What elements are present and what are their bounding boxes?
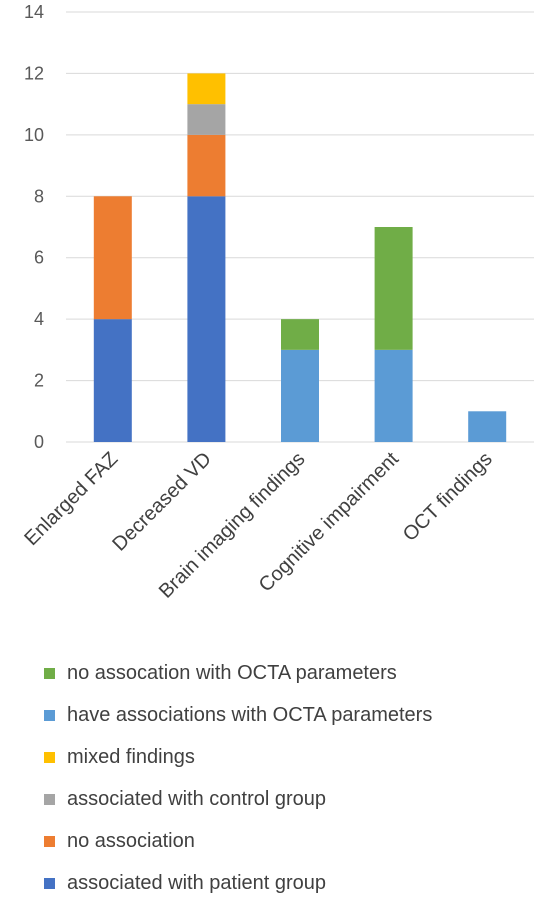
bar-segment — [187, 73, 226, 105]
y-tick-label: 4 — [34, 309, 44, 329]
bar-segment — [374, 349, 413, 442]
legend-swatch — [44, 751, 55, 763]
legend-swatch — [44, 877, 55, 889]
legend-label: no assocation with OCTA parameters — [67, 661, 397, 684]
legend-swatch — [44, 793, 55, 805]
y-axis-ticks: 0 2 4 6 8 10 12 14 — [24, 2, 44, 452]
legend-item: associated with control group — [44, 778, 524, 820]
legend-label: associated with patient group — [67, 871, 327, 894]
legend-swatch — [44, 667, 55, 679]
legend-item: have associations with OCTA parameters — [44, 694, 524, 736]
bar-segment — [93, 319, 132, 442]
bar-segment — [93, 196, 132, 320]
y-tick-label: 0 — [34, 432, 44, 452]
bar-segment — [468, 411, 507, 442]
bars — [93, 73, 507, 442]
legend-swatch — [44, 709, 55, 721]
category-label: Enlarged FAZ — [20, 448, 122, 550]
legend-item: no assocation with OCTA parameters — [44, 652, 524, 694]
y-tick-label: 14 — [24, 2, 44, 22]
legend-label: have associations with OCTA parameters — [67, 703, 433, 726]
legend-item: no association — [44, 820, 524, 862]
bar-segment — [281, 319, 319, 350]
legend-swatch — [44, 835, 55, 847]
bar-segment — [281, 349, 319, 442]
category-label: Decreased VD — [108, 448, 216, 556]
bar-segment — [187, 134, 226, 197]
legend-item: mixed findings — [44, 736, 524, 778]
bar-segment — [187, 104, 226, 135]
legend-label: associated with control group — [67, 787, 327, 810]
bar-segment — [187, 196, 226, 442]
y-tick-label: 8 — [34, 186, 44, 206]
bar-segment — [374, 227, 413, 350]
y-tick-label: 2 — [34, 371, 44, 391]
y-tick-label: 12 — [24, 63, 44, 83]
legend: no assocation with OCTA parameters have a… — [44, 652, 524, 904]
legend-label: mixed findings — [67, 745, 195, 768]
y-tick-label: 6 — [34, 248, 44, 268]
category-label: OCT findings — [399, 448, 497, 546]
legend-label: no association — [67, 829, 195, 852]
y-tick-label: 10 — [24, 125, 44, 145]
legend-item: associated with patient group — [44, 862, 524, 904]
